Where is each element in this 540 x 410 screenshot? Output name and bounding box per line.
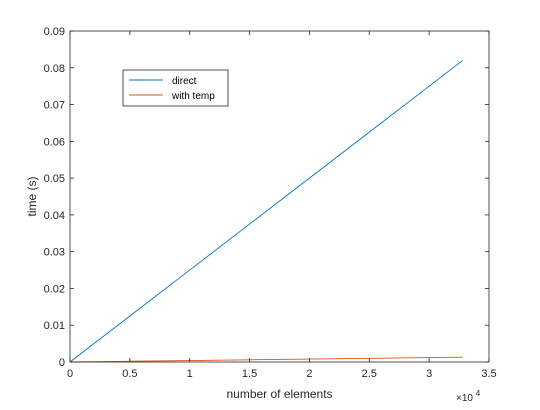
y-axis: 0 0.01 0.02 0.03 0.04 0.05 0.06 0.07 0.08 0.09 <box>44 26 489 369</box>
y-tick-label: 0.08 <box>44 63 65 75</box>
y-tick-label: 0.04 <box>44 210 65 222</box>
legend-box <box>122 69 229 107</box>
x-tick-label: 3.5 <box>481 368 496 380</box>
y-tick-label: 0.05 <box>44 173 65 185</box>
x-axis-title: number of elements <box>226 387 332 401</box>
x-tick-label: 2 <box>306 368 312 380</box>
y-tick-label: 0 <box>59 357 65 369</box>
y-tick-label: 0.07 <box>44 100 65 112</box>
x-tick-label: 3 <box>426 368 432 380</box>
series-layer <box>69 60 463 363</box>
x-tick-label: 0.5 <box>122 368 137 380</box>
y-tick-label: 0.01 <box>44 320 65 332</box>
series-line-0 <box>69 60 463 363</box>
series-line-1 <box>69 356 463 363</box>
x-tick-label: 2.5 <box>362 368 377 380</box>
x-exponent-base: ×10 <box>456 393 473 404</box>
y-tick-label: 0.06 <box>44 136 65 148</box>
x-exponent-label: ×10 4 <box>456 389 481 404</box>
x-tick-label: 1 <box>187 368 193 380</box>
x-exponent-power: 4 <box>476 389 481 398</box>
x-tick-label: 1.5 <box>242 368 257 380</box>
legend: direct with temp <box>122 69 229 107</box>
y-tick-label: 0.03 <box>44 247 65 259</box>
y-tick-label: 0.09 <box>44 26 65 38</box>
y-axis-title: time (s) <box>25 177 39 217</box>
x-tick-label: 0 <box>67 368 73 380</box>
legend-label-1: with temp <box>171 91 215 102</box>
legend-label-0: direct <box>172 76 197 87</box>
x-axis: 0 0.5 1 1.5 2 2.5 3 3.5 <box>67 31 497 380</box>
y-tick-label: 0.02 <box>44 283 65 295</box>
axes-box <box>69 30 490 363</box>
